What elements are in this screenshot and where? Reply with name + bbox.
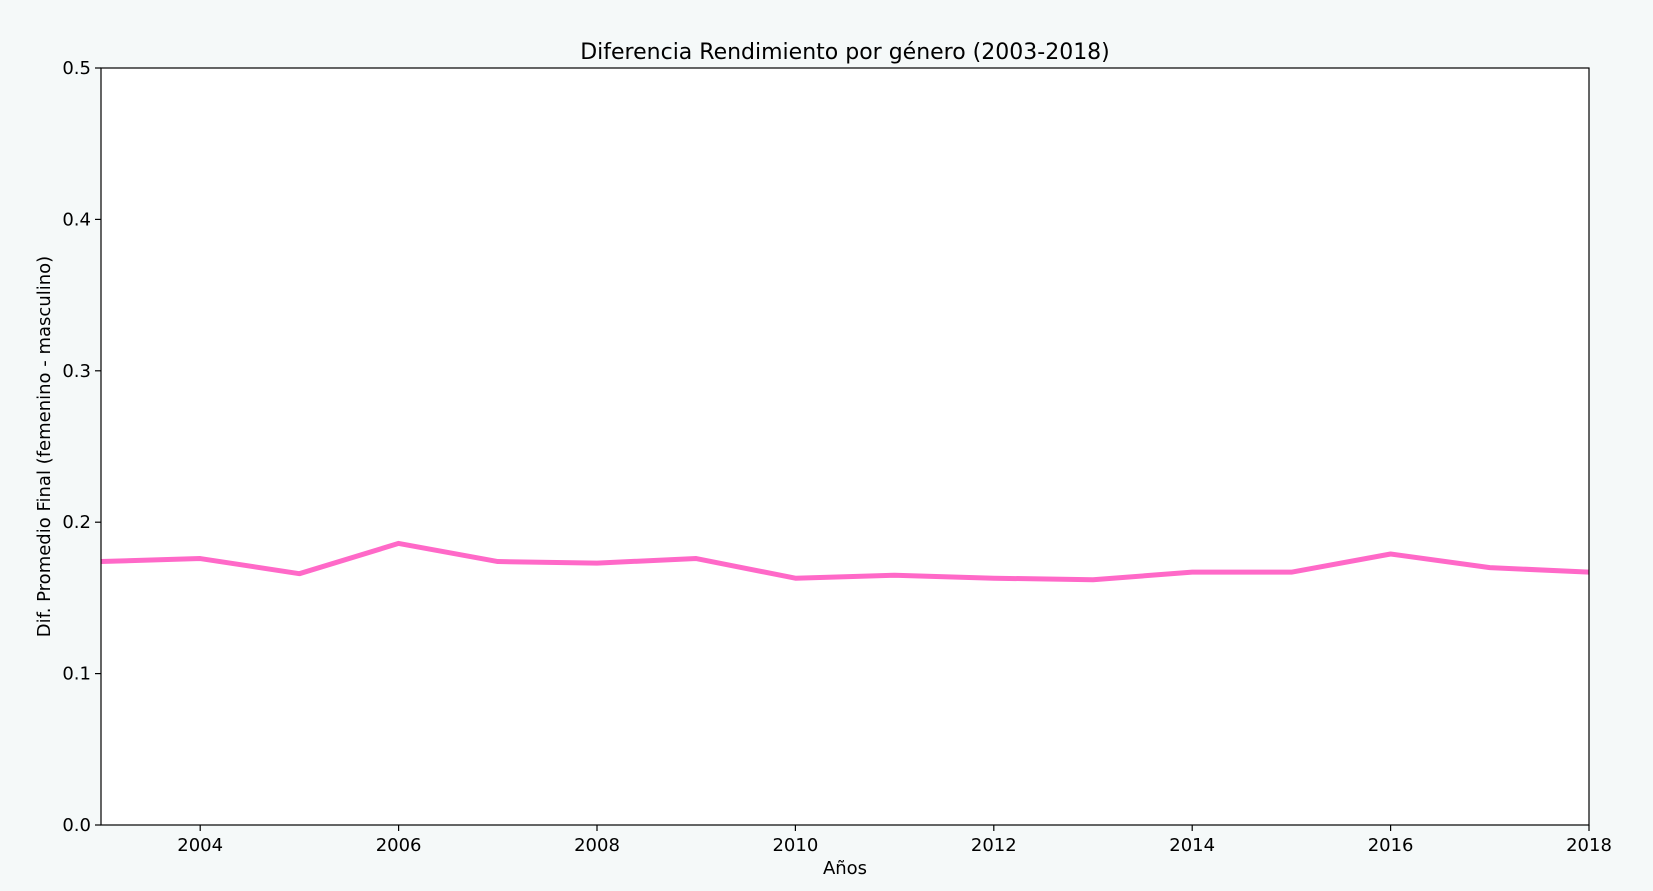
data-point	[1093, 579, 1094, 580]
data-point	[1291, 572, 1292, 573]
data-point	[795, 578, 796, 579]
series-line	[101, 540, 1589, 583]
plot-area	[101, 68, 1589, 825]
y-tick-label: 0.4	[62, 209, 91, 230]
y-axis-label: Dif. Promedio Final (femenino - masculin…	[34, 256, 55, 637]
plot-frame	[100, 67, 1590, 826]
data-point	[1390, 553, 1391, 554]
data-point	[696, 558, 697, 559]
chart-title: Diferencia Rendimiento por género (2003-…	[580, 40, 1110, 65]
x-tick-label: 2018	[1566, 835, 1612, 856]
x-tick-label: 2004	[177, 835, 223, 856]
x-tick-label: 2014	[1169, 835, 1215, 856]
x-tick-label: 2012	[971, 835, 1017, 856]
x-tick-label: 2016	[1368, 835, 1414, 856]
x-axis-label: Años	[823, 858, 867, 879]
data-point	[894, 575, 895, 576]
x-tick-label: 2010	[772, 835, 818, 856]
data-point	[497, 561, 498, 562]
x-axis-ticks: 2004 2006 2008 2010 2012 2014 2016 2018	[177, 825, 1612, 856]
y-tick-label: 0.1	[62, 664, 91, 685]
series-layer	[101, 540, 1589, 583]
data-point	[1192, 572, 1193, 573]
data-point	[200, 558, 201, 559]
data-point	[993, 578, 994, 579]
data-point	[597, 563, 598, 564]
data-point	[299, 573, 300, 574]
y-tick-label: 0.5	[62, 58, 91, 79]
data-point	[398, 543, 399, 544]
y-tick-label: 0.2	[62, 512, 91, 533]
x-tick-label: 2008	[574, 835, 620, 856]
y-tick-label: 0.3	[62, 361, 91, 382]
data-point	[1489, 567, 1490, 568]
x-tick-label: 2006	[376, 835, 422, 856]
y-tick-label: 0.0	[62, 815, 91, 836]
y-axis-ticks: 0.0 0.1 0.2 0.3 0.4 0.5	[62, 58, 101, 836]
